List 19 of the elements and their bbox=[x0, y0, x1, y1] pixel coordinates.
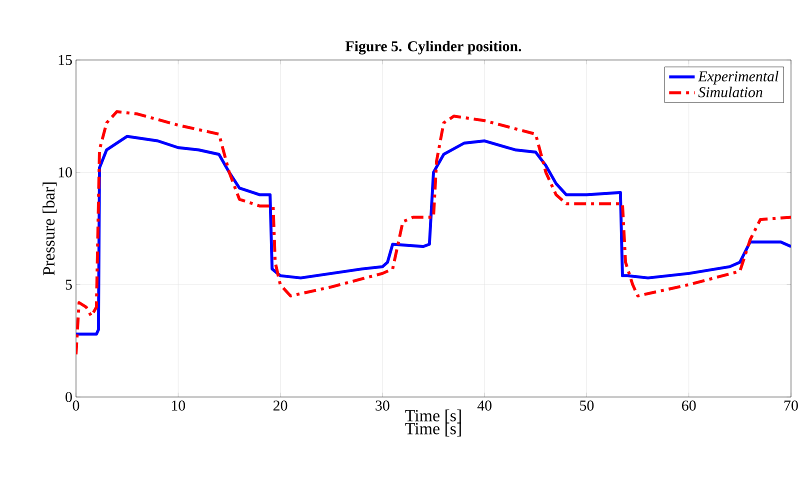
x-tick-label: 30 bbox=[376, 400, 390, 411]
x-axis-title: Time [s] bbox=[405, 409, 461, 424]
x-tick-label: 60 bbox=[682, 400, 696, 411]
x-tick-label: 20 bbox=[273, 400, 288, 411]
chart-title: Figure 5. Cylinder position. bbox=[345, 40, 522, 54]
x-tick-label: 70 bbox=[784, 400, 798, 411]
legend-label: Experimental bbox=[698, 70, 778, 84]
text: Time [s] bbox=[405, 422, 461, 436]
y-tick-label: 10 bbox=[58, 167, 72, 178]
x-tick-label: 0 bbox=[72, 400, 80, 411]
x-tick-label: 10 bbox=[172, 400, 186, 411]
y-axis-title: Pressure [bar] bbox=[42, 182, 57, 276]
y-tick-label: 5 bbox=[66, 280, 72, 290]
x-tick-label: 40 bbox=[477, 400, 492, 411]
y-tick-label: 15 bbox=[58, 55, 72, 65]
y-tick-label: 0 bbox=[66, 392, 72, 402]
legend-label: Simulation bbox=[698, 86, 762, 98]
line-series bbox=[76, 110, 792, 356]
x-tick-label: 50 bbox=[580, 400, 594, 411]
